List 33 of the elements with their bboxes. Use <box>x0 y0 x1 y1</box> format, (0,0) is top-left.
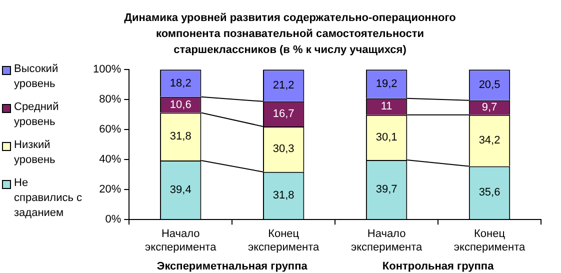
legend-label: Средний уровень <box>14 100 60 130</box>
data-label: 31,8 <box>170 130 192 143</box>
legend-label: Не справились с заданием <box>14 176 84 221</box>
x-tick-label: Начало эксперимента <box>350 228 424 254</box>
y-tick-label: 100% <box>92 64 122 76</box>
y-tick-label: 40% <box>99 154 122 166</box>
data-label: 21,2 <box>272 80 294 92</box>
data-label: 16,7 <box>272 108 294 120</box>
y-tick-label: 60% <box>99 124 122 136</box>
text: Экспериметнальная группа <box>156 260 308 273</box>
data-label: 39,4 <box>170 184 192 196</box>
y-tick-label: 80% <box>99 94 122 106</box>
chart-title: Динамика уровней развития содержательно-операционного компонента познавательной самостоятельности старшеклассников (в % к числу учащихся) <box>123 11 457 58</box>
y-tick-label: 0% <box>105 214 122 226</box>
data-label: 10,6 <box>170 98 192 111</box>
x-tick-label: Начало эксперимента <box>145 228 218 254</box>
x-tick-label: Конец эксперимента <box>454 228 526 254</box>
data-label: 18,2 <box>170 77 192 90</box>
data-label: 34,2 <box>478 134 500 147</box>
data-label: 39,7 <box>376 184 398 196</box>
data-label: 19,2 <box>376 78 398 90</box>
y-tick-label: 20% <box>99 184 122 196</box>
data-label: 11 <box>380 100 392 113</box>
x-tick-label: Конец эксперимента <box>248 228 320 254</box>
data-label: 30,3 <box>272 143 294 156</box>
data-label: 35,6 <box>478 186 500 199</box>
data-label: 20,5 <box>478 79 500 92</box>
data-label: 30,1 <box>376 132 398 144</box>
legend-label: Высокий уровень <box>14 62 60 92</box>
data-label: 9,7 <box>482 102 498 114</box>
data-label: 31,8 <box>272 190 294 202</box>
text: Контрольная группа <box>382 260 495 273</box>
legend-label: Низкий уровень <box>14 138 56 168</box>
